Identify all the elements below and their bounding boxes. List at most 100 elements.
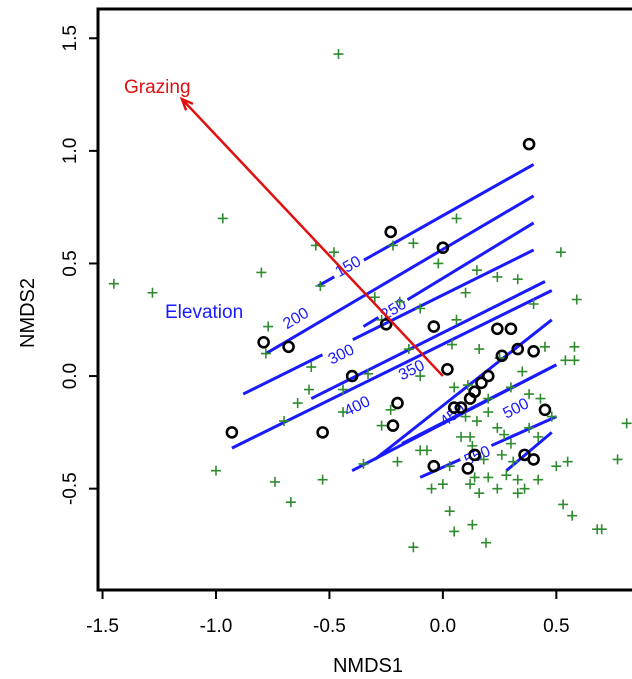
species-point bbox=[546, 411, 557, 422]
species-point bbox=[385, 404, 396, 415]
species-point bbox=[501, 470, 512, 481]
species-point bbox=[492, 483, 503, 494]
site-point bbox=[481, 369, 495, 383]
x-axis: -1.5 -1.0 -0.5 0.0 0.5 bbox=[86, 590, 570, 637]
site-point bbox=[495, 349, 509, 363]
contour-label-bg-0 bbox=[327, 247, 367, 282]
species-point bbox=[292, 398, 303, 409]
y-tick-label-4: 1.5 bbox=[60, 25, 81, 51]
site-point bbox=[447, 401, 461, 414]
species-point bbox=[596, 524, 607, 535]
contour-label-bg-3 bbox=[320, 336, 361, 370]
species-point bbox=[449, 526, 460, 537]
contour-label-bg-1 bbox=[275, 299, 315, 334]
species-point bbox=[483, 393, 494, 404]
site-point bbox=[511, 342, 525, 356]
species-point bbox=[539, 341, 550, 352]
species-point bbox=[456, 431, 467, 442]
contour-line-1 bbox=[265, 194, 535, 355]
x-tick-label-0: -1.5 bbox=[86, 616, 119, 637]
species-points bbox=[108, 49, 632, 553]
site-point bbox=[491, 322, 504, 336]
plot-frame bbox=[96, 7, 632, 592]
y-axis: -0.5 0.0 0.5 1.0 1.5 bbox=[60, 25, 98, 505]
species-point bbox=[471, 265, 482, 276]
species-point bbox=[269, 476, 280, 487]
site-point bbox=[475, 376, 488, 390]
grazing-arrow-head bbox=[179, 96, 194, 111]
species-point bbox=[304, 384, 315, 395]
contour-line-9 bbox=[401, 363, 558, 445]
species-point bbox=[260, 348, 271, 359]
x-tick-label-3: 0.0 bbox=[430, 616, 456, 637]
species-point bbox=[451, 213, 462, 224]
species-point bbox=[567, 510, 578, 521]
species-point bbox=[478, 454, 489, 465]
species-point bbox=[505, 438, 516, 449]
species-point bbox=[496, 449, 507, 460]
species-point bbox=[551, 461, 562, 472]
species-point bbox=[444, 461, 455, 472]
species-point bbox=[315, 280, 326, 291]
species-point bbox=[555, 247, 566, 258]
species-point bbox=[460, 287, 471, 298]
site-point bbox=[427, 459, 441, 473]
species-point bbox=[363, 368, 373, 379]
site-point bbox=[461, 462, 475, 475]
species-point bbox=[403, 344, 414, 355]
site-point bbox=[345, 369, 359, 383]
species-point bbox=[387, 240, 398, 251]
contour-label-bg-2 bbox=[372, 290, 413, 326]
site-point bbox=[468, 448, 481, 462]
x-tick-label-1: -1.0 bbox=[200, 616, 233, 637]
species-point bbox=[426, 483, 437, 494]
contour-label-bg-8 bbox=[456, 437, 497, 471]
species-point bbox=[415, 371, 426, 382]
species-point bbox=[528, 299, 539, 310]
contour-line-3 bbox=[242, 248, 535, 396]
grazing-label: Grazing bbox=[124, 77, 191, 98]
contour-line-6 bbox=[373, 318, 553, 461]
species-point bbox=[433, 258, 444, 269]
species-point bbox=[533, 431, 544, 442]
species-point bbox=[535, 393, 546, 404]
species-point bbox=[512, 474, 523, 485]
site-point bbox=[527, 344, 540, 358]
species-point bbox=[408, 542, 419, 553]
contour-line-4 bbox=[310, 280, 546, 400]
species-point bbox=[462, 380, 473, 391]
species-point bbox=[394, 296, 405, 307]
site-point bbox=[225, 426, 239, 439]
species-point bbox=[108, 278, 119, 289]
species-point bbox=[558, 499, 569, 510]
species-point bbox=[505, 382, 516, 393]
species-point bbox=[569, 341, 580, 352]
species-point bbox=[210, 465, 221, 476]
species-point bbox=[408, 238, 419, 249]
site-point bbox=[384, 225, 397, 239]
species-point bbox=[306, 362, 317, 373]
species-point bbox=[263, 321, 274, 332]
species-point bbox=[571, 294, 582, 305]
species-point bbox=[446, 339, 457, 350]
species-point bbox=[517, 366, 528, 377]
site-point bbox=[522, 137, 536, 151]
contour-label-bg-4 bbox=[390, 351, 431, 385]
elevation-label: Elevation bbox=[165, 302, 243, 323]
species-point bbox=[508, 456, 519, 467]
species-point bbox=[474, 344, 485, 355]
species-point bbox=[524, 422, 535, 433]
x-axis-title: NMDS1 bbox=[333, 655, 403, 677]
species-point bbox=[569, 355, 580, 366]
species-point bbox=[392, 456, 403, 467]
species-point bbox=[147, 287, 158, 298]
species-point bbox=[562, 456, 573, 467]
y-tick-label-3: 1.0 bbox=[60, 138, 81, 164]
site-point bbox=[441, 363, 454, 376]
species-point bbox=[376, 420, 387, 431]
species-point bbox=[483, 407, 494, 418]
species-point bbox=[533, 474, 544, 485]
species-point bbox=[483, 472, 494, 483]
site-point bbox=[391, 396, 404, 410]
species-point bbox=[621, 418, 632, 429]
